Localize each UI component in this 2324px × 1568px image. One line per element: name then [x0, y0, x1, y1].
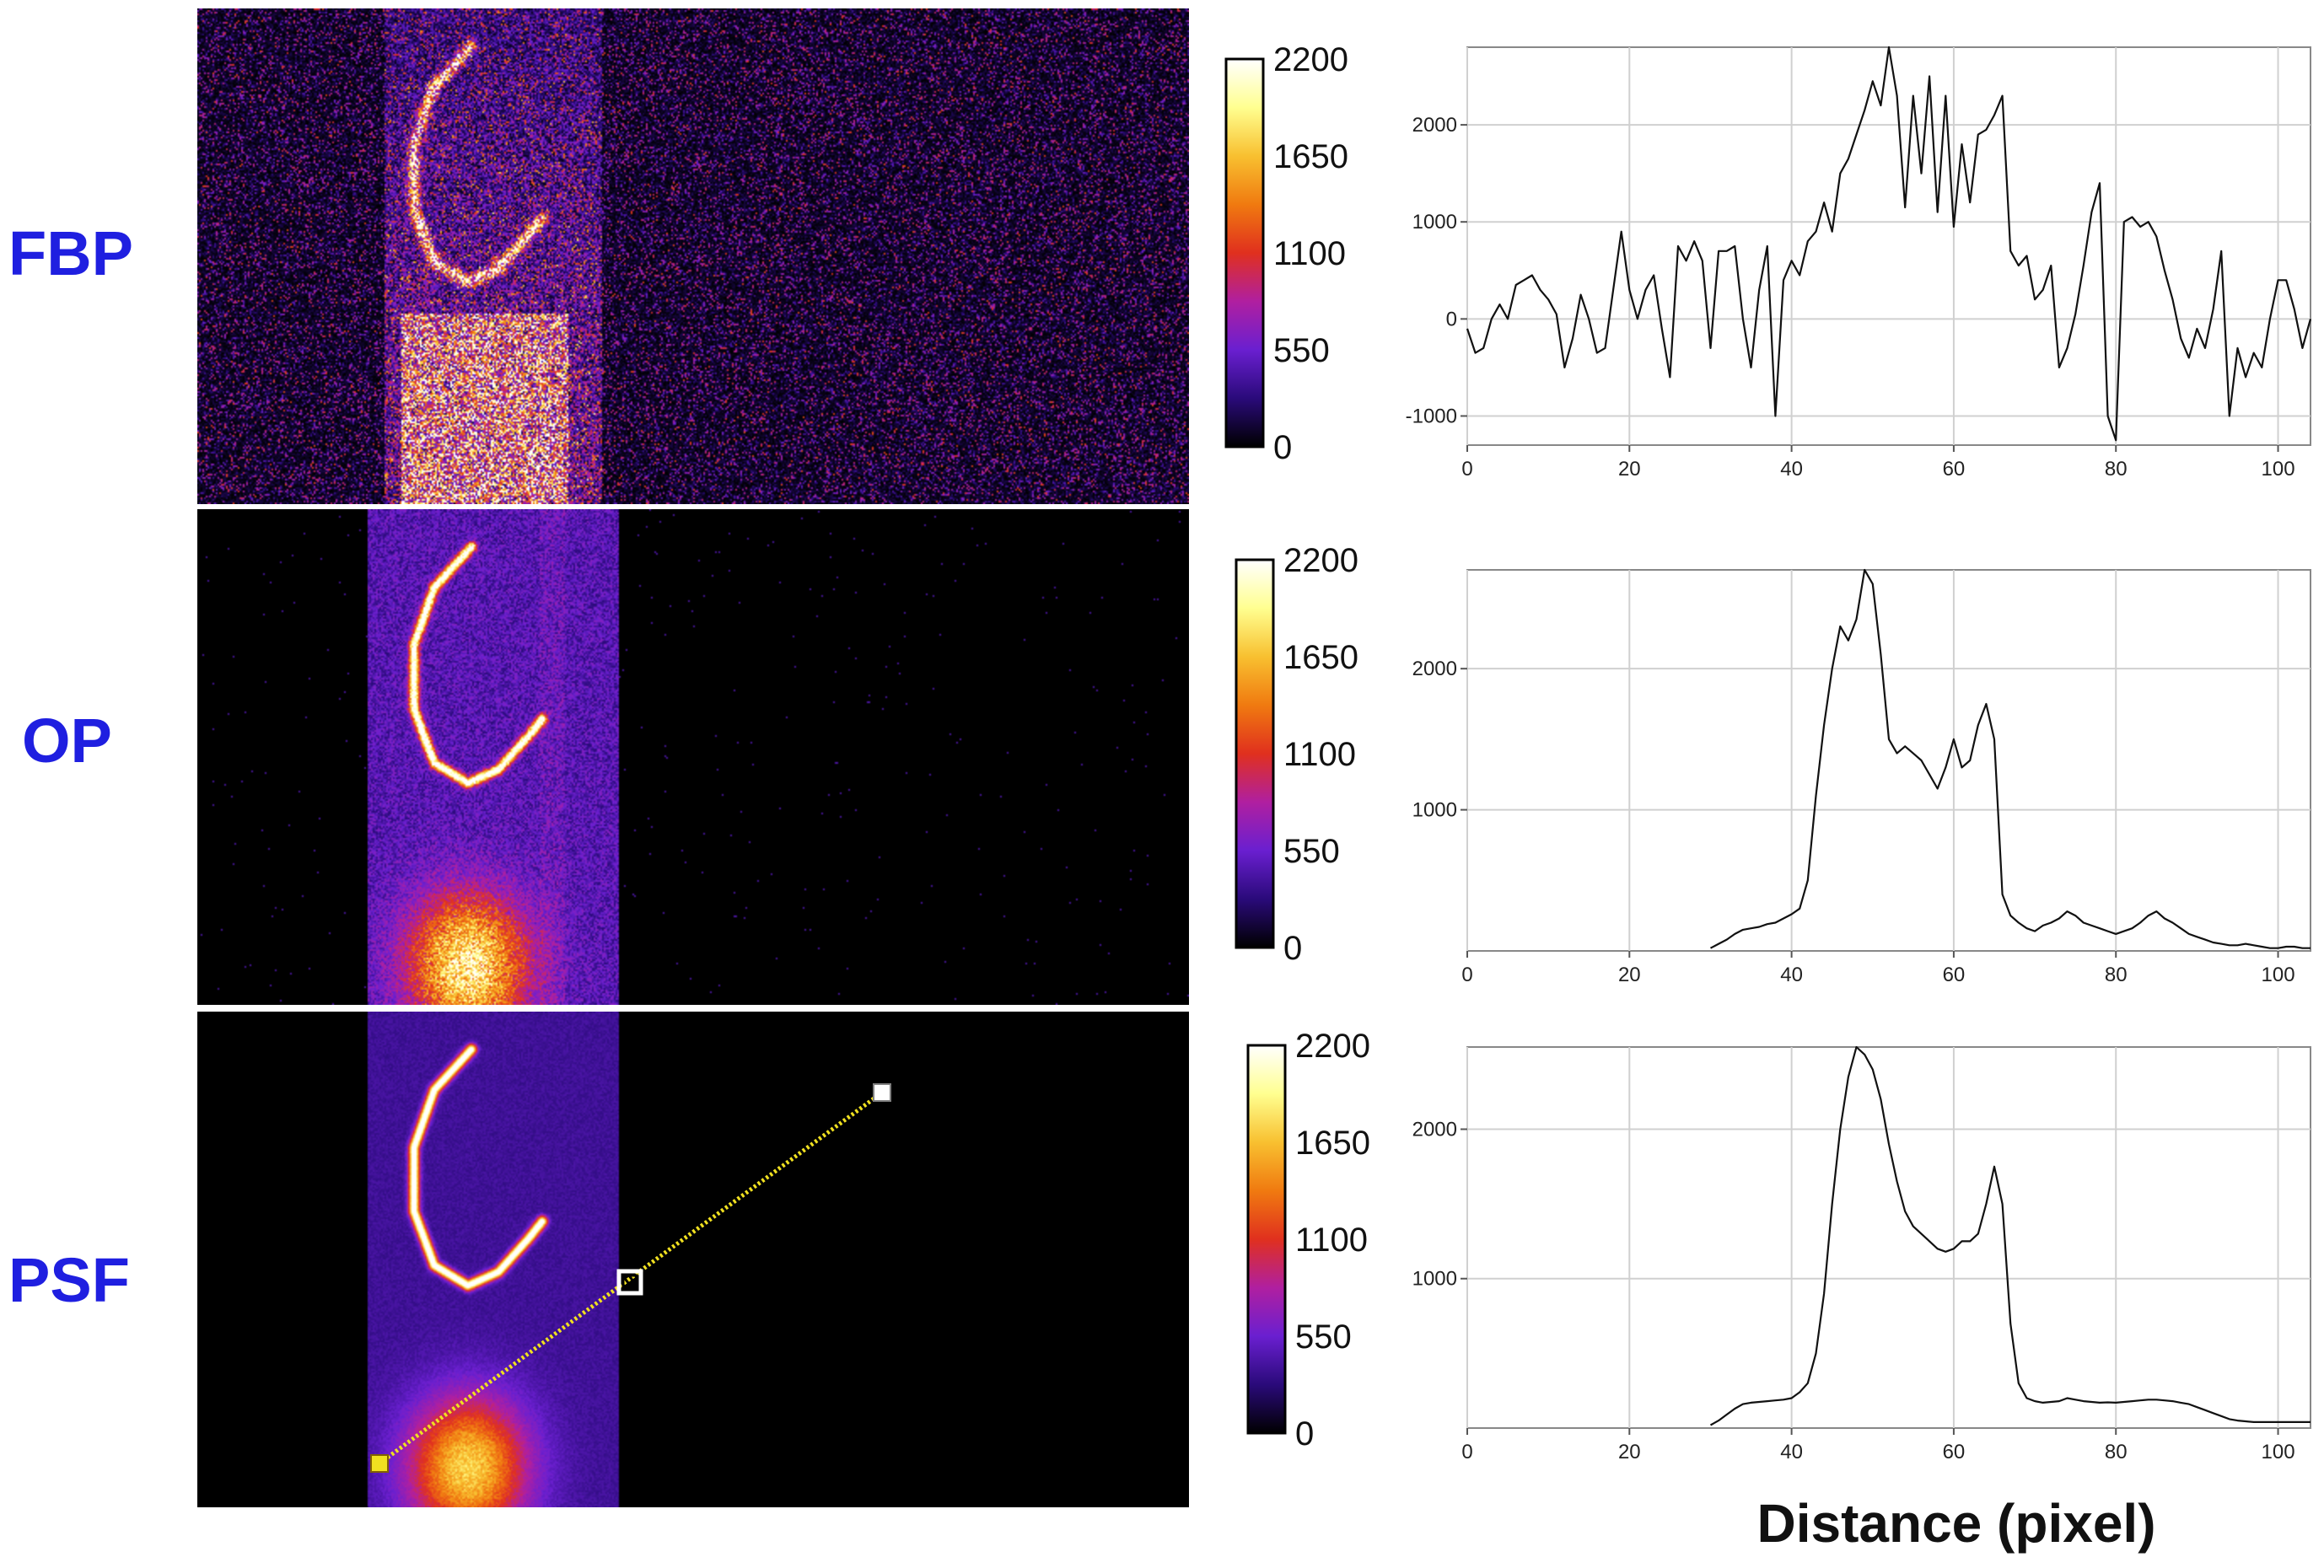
- colorbar-tick-label: 550: [1295, 1318, 1352, 1356]
- colorbar-gradient: [1246, 1044, 1287, 1435]
- y-tick-label: 2000: [1412, 1118, 1457, 1141]
- colorbar-tick-label: 0: [1273, 429, 1292, 466]
- x-tick-label: 20: [1618, 1441, 1641, 1463]
- colorbar-tick-label: 0: [1283, 930, 1302, 967]
- x-axis-label: Distance (pixel): [1756, 1493, 2156, 1554]
- row-label-fbp: FBP: [8, 218, 133, 288]
- profile-line-overlay: [370, 1083, 891, 1473]
- colorbar-tick-label: 1100: [1295, 1222, 1368, 1259]
- psf-profile-plot: 0 20 40 60 80 100 2000 1000: [1412, 1045, 2311, 1463]
- colorbar-tick-label: 2200: [1273, 41, 1348, 78]
- plot-area: [1466, 46, 2311, 446]
- colorbar-psf: 2200 1650 1100 550 0: [1246, 1028, 1370, 1453]
- profile-line-start-handle[interactable]: [370, 1454, 389, 1473]
- profile-line-mid-handle-inner: [621, 1274, 638, 1291]
- profile-line-mid-handle[interactable]: [616, 1269, 643, 1296]
- op-reconstruction-image: [197, 509, 1189, 1005]
- x-tick-label: 80: [2105, 964, 2128, 986]
- x-tick-label: 40: [1780, 964, 1803, 986]
- colorbar-tick-label: 2200: [1283, 542, 1358, 579]
- profile-series-line: [1466, 46, 2312, 442]
- psf-reconstruction-image: [197, 1012, 1189, 1507]
- y-tick-label: 2000: [1412, 114, 1457, 137]
- x-tick-label: 0: [1461, 1441, 1472, 1463]
- colorbar-op: 2200 1650 1100 550 0: [1235, 542, 1358, 967]
- x-tick-label: 60: [1943, 964, 1966, 986]
- y-tick-label: 1000: [1412, 211, 1457, 234]
- x-tick-label: 100: [2262, 1441, 2295, 1463]
- y-tick-label: 1000: [1412, 1268, 1457, 1291]
- row-label-op: OP: [22, 706, 112, 776]
- x-tick-label: 40: [1780, 458, 1803, 481]
- colorbar-tick-label: 550: [1273, 332, 1330, 369]
- x-tick-label: 60: [1943, 1441, 1966, 1463]
- profile-line[interactable]: [378, 1090, 884, 1466]
- y-tick-label: 1000: [1412, 799, 1457, 822]
- op-profile-plot: 0 20 40 60 80 100 2000 1000: [1412, 568, 2311, 986]
- colorbar-tick-label: 2200: [1295, 1028, 1370, 1065]
- colorbar-tick-label: 1650: [1273, 138, 1348, 175]
- colorbar-tick-label: 1100: [1283, 736, 1356, 773]
- colorbar-fbp: 2200 1650 1100 550 0: [1224, 41, 1348, 466]
- fbp-reconstruction-image: [197, 8, 1189, 504]
- x-tick-label: 20: [1618, 458, 1641, 481]
- x-tick-label: 100: [2262, 964, 2295, 986]
- x-tick-label: 0: [1461, 964, 1472, 986]
- colorbar-tick-label: 0: [1295, 1415, 1314, 1453]
- profile-series-line: [1709, 568, 2311, 949]
- y-tick-label: 2000: [1412, 658, 1457, 680]
- colorbar-tick-label: 1100: [1273, 235, 1346, 272]
- y-tick-label: 0: [1446, 308, 1457, 330]
- colorbar-gradient: [1235, 558, 1275, 949]
- profile-series-line: [1709, 1045, 2311, 1426]
- colorbar-gradient: [1224, 57, 1265, 448]
- x-tick-label: 100: [2262, 458, 2295, 481]
- x-tick-label: 40: [1780, 1441, 1803, 1463]
- x-tick-label: 60: [1943, 458, 1966, 481]
- x-tick-label: 20: [1618, 964, 1641, 986]
- plot-area: [1466, 569, 2311, 952]
- colorbar-tick-label: 550: [1283, 833, 1340, 870]
- profile-line-end-handle[interactable]: [873, 1083, 891, 1102]
- x-tick-label: 0: [1461, 458, 1472, 481]
- x-tick-label: 80: [2105, 1441, 2128, 1463]
- row-label-psf: PSF: [8, 1245, 130, 1315]
- x-tick-label: 80: [2105, 458, 2128, 481]
- y-tick-label: -1000: [1406, 405, 1457, 427]
- plot-area: [1466, 1046, 2311, 1429]
- fbp-profile-plot: 0 20 40 60 80 100 2000 1000 0 -1000: [1406, 46, 2312, 481]
- colorbar-tick-label: 1650: [1295, 1125, 1370, 1162]
- psf-image-panel: [197, 1012, 1189, 1507]
- colorbar-tick-label: 1650: [1283, 639, 1358, 676]
